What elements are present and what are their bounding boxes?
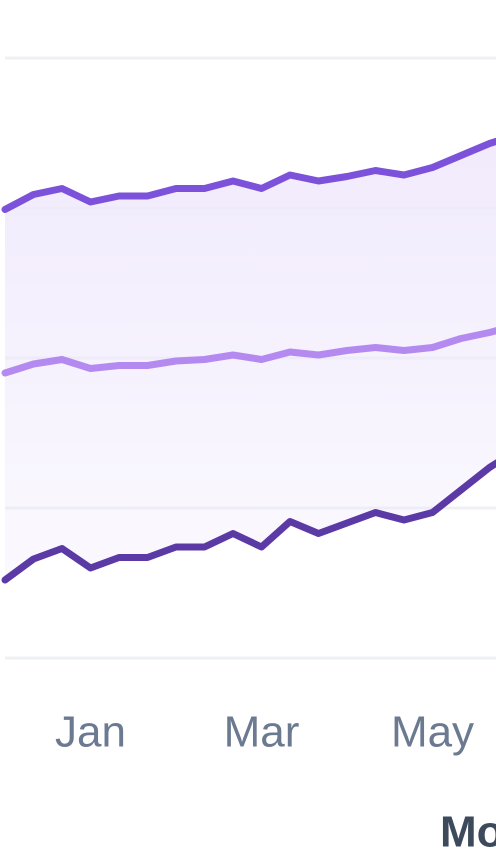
x-tick-label: Jan [55,708,126,757]
x-axis-title: Mo [440,808,496,857]
series-line [1,327,496,377]
series-line [1,459,496,584]
x-tick-label: Mar [224,708,300,757]
series-line [1,137,496,213]
x-tick-label: May [391,708,474,757]
